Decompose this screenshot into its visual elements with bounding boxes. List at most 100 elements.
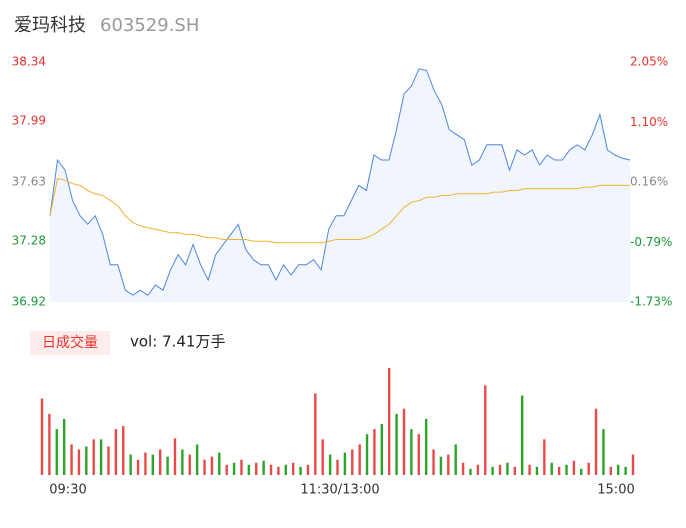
volume-bar [624, 466, 627, 475]
volume-bar [328, 454, 332, 475]
volume-bar [85, 446, 88, 475]
volume-bar [203, 459, 206, 475]
x-tick-label: 09:30 [49, 483, 86, 498]
volume-bar [343, 452, 347, 475]
y2-tick-label: 2.05% [630, 55, 668, 69]
volume-bar [92, 439, 95, 475]
volume-bar [454, 444, 457, 475]
volume-bar [188, 454, 191, 475]
y-tick-label: 37.63 [12, 175, 46, 189]
volume-bar [602, 429, 605, 475]
volume-bar [255, 462, 258, 475]
volume-bar [424, 418, 428, 475]
volume-bar [365, 434, 369, 475]
volume-bar [550, 462, 553, 475]
volume-bar [284, 464, 287, 475]
volume-bar [129, 454, 132, 475]
volume-bar [631, 454, 635, 475]
volume-bar [48, 413, 51, 475]
y2-tick-label: -1.73% [630, 295, 672, 309]
volume-bar [594, 408, 598, 475]
volume-bar [580, 468, 583, 475]
volume-bar [513, 466, 516, 475]
volume-bar [173, 438, 177, 475]
x-tick-label: 11:30/13:00 [300, 483, 379, 498]
volume-bar [232, 462, 236, 475]
volume-bar [321, 439, 324, 475]
volume-bar [62, 418, 66, 475]
volume-bar [528, 464, 531, 475]
y2-tick-label: -0.79% [630, 235, 672, 249]
volume-bar [380, 424, 384, 475]
volume-bar [70, 444, 73, 475]
y2-tick-label: 1.10% [630, 115, 668, 129]
volume-bar [447, 454, 450, 475]
y-tick-label: 36.92 [12, 295, 46, 309]
volume-bar [40, 398, 44, 475]
volume-bar [136, 459, 140, 475]
y2-tick-label: 0.16% [630, 175, 668, 189]
volume-bar [484, 385, 487, 475]
volume-bar [122, 426, 125, 475]
x-tick-label: 15:00 [597, 483, 634, 498]
volume-bar [617, 464, 620, 475]
volume-bar [402, 408, 406, 475]
volume-button[interactable]: 日成交量 [42, 334, 98, 351]
volume-bar [247, 464, 251, 475]
volume-bar [262, 460, 265, 475]
volume-bar [114, 429, 118, 475]
volume-bar [476, 464, 480, 475]
volume-bar [506, 462, 509, 475]
volume-bar [587, 462, 590, 475]
volume-bar [432, 449, 435, 475]
volume-bar [469, 468, 472, 475]
volume-bar [388, 368, 391, 475]
volume-bar [277, 466, 280, 475]
volume-bar [439, 456, 443, 475]
volume-button-bg[interactable] [30, 331, 110, 355]
volume-bar [225, 464, 228, 475]
volume-bar [77, 449, 81, 475]
volume-bar [520, 395, 524, 475]
y-tick-label: 37.28 [12, 234, 46, 248]
volume-bar [306, 464, 310, 475]
volume-bar [181, 449, 184, 475]
volume-bar [498, 464, 502, 475]
y-tick-label: 37.99 [12, 114, 46, 128]
stock-code: 603529.SH [100, 15, 199, 36]
volume-bar [543, 439, 546, 475]
volume-bar [609, 466, 613, 475]
volume-bar [557, 466, 561, 475]
volume-bar [99, 439, 103, 475]
volume-bar [218, 452, 221, 475]
volume-bar [417, 434, 420, 475]
volume-bar [291, 462, 295, 475]
volume-bar [107, 446, 110, 475]
volume-bar [55, 429, 58, 475]
average-line [49, 178, 630, 244]
volume-bar [565, 464, 568, 475]
volume-bar [210, 456, 214, 475]
volume-bar [535, 466, 539, 475]
volume-bar [491, 466, 494, 475]
volume-bar [351, 449, 354, 475]
volume-bar [461, 462, 465, 475]
volume-bar [410, 429, 413, 475]
price-line [49, 68, 631, 296]
volume-bar [572, 460, 576, 475]
price-area [50, 68, 630, 302]
volume-bar [159, 449, 162, 475]
volume-bar [151, 454, 155, 475]
volume-bar [336, 459, 339, 475]
y-tick-label: 38.34 [12, 55, 46, 69]
volume-bar [358, 444, 361, 475]
volume-bar [269, 464, 273, 475]
volume-text: vol: 7.41万手 [130, 333, 225, 351]
volume-bar [373, 429, 376, 475]
volume-bar [240, 459, 243, 475]
volume-bar [395, 413, 398, 475]
volume-bar [144, 452, 147, 475]
volume-bar [299, 466, 302, 475]
volume-bar [195, 444, 199, 475]
